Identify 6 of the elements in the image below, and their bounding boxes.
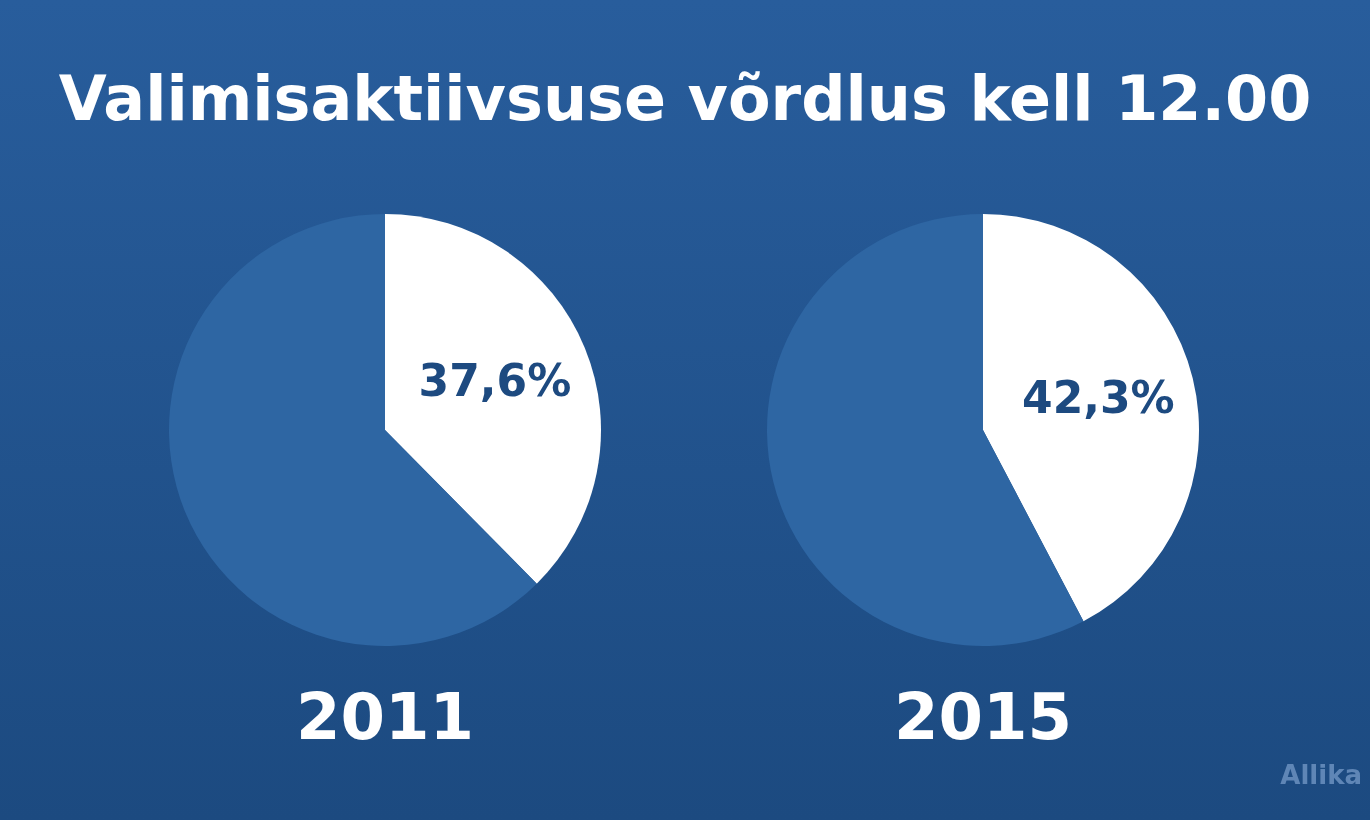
data-label: 42,3% xyxy=(1022,371,1175,423)
chart-title: Valimisaktiivsuse võrdlus kell 12.00 xyxy=(57,62,1313,135)
text: 2015 xyxy=(892,680,1074,754)
text: 2011 xyxy=(294,680,476,754)
data-label: 37,6% xyxy=(418,355,572,407)
text: Allika xyxy=(1280,760,1362,790)
